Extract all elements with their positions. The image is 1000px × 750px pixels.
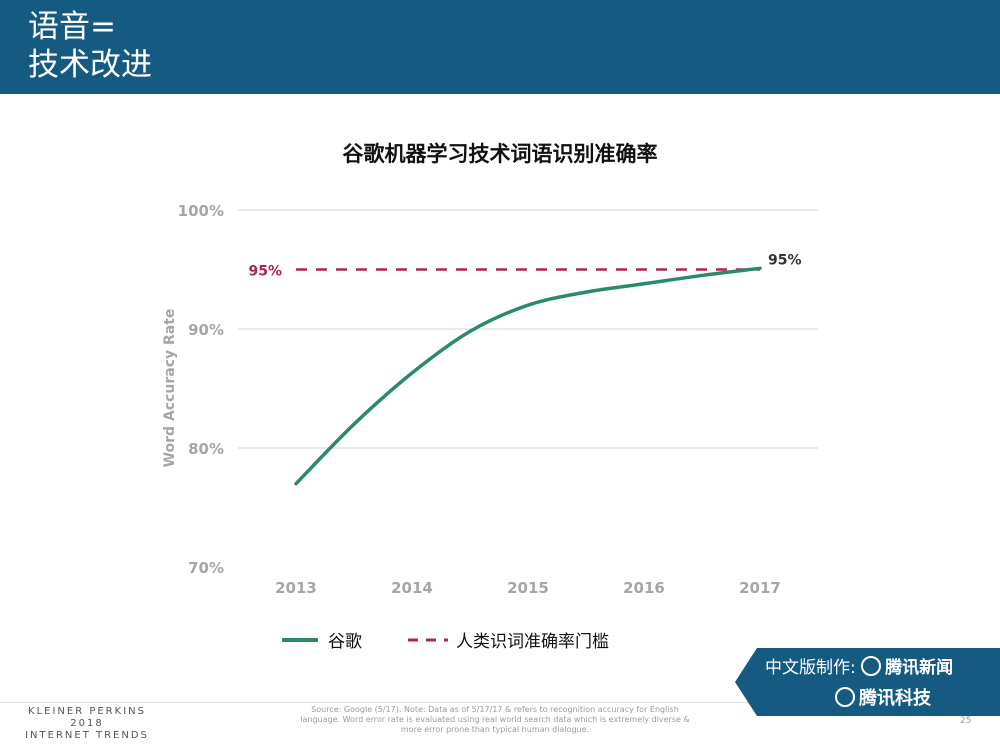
y-tick-label: 90% xyxy=(188,321,224,339)
footer-divider xyxy=(0,702,1000,703)
line-chart: 70% 80% 90% 100% 2013 2014 2015 2016 2017 Word Ac… xyxy=(162,202,818,597)
chart-title: 谷歌机器学习技术词语识别准确率 xyxy=(342,142,658,166)
tencent-tech-logo-icon xyxy=(835,687,855,707)
badge-line1: 中文版制作: 腾讯新闻 xyxy=(765,653,953,678)
series-google-line xyxy=(294,266,762,486)
logo-line3: INTERNET TRENDS xyxy=(25,730,149,741)
slide-title-line1: 语音= xyxy=(28,9,116,45)
legend-swatch-google xyxy=(282,638,318,642)
y-axis-label: Word Accuracy Rate xyxy=(162,309,178,468)
legend-label-human: 人类识词准确率门槛 xyxy=(456,632,609,652)
kleiner-perkins-logo: KLEINER PERKINS 2018 INTERNET TRENDS xyxy=(12,706,162,742)
x-tick-label: 2014 xyxy=(391,579,433,597)
x-tick-label: 2015 xyxy=(507,579,549,597)
data-label-google-end: 95% xyxy=(768,252,802,268)
x-tick-label: 2013 xyxy=(275,579,317,597)
logo-line2: 2018 xyxy=(70,718,104,729)
tencent-news-logo-icon xyxy=(861,656,882,676)
y-tick-label: 70% xyxy=(188,559,224,577)
badge-line2: 腾讯科技 xyxy=(835,684,931,710)
x-tick-label: 2017 xyxy=(739,579,781,597)
badge-brand-news: 腾讯新闻 xyxy=(885,658,954,678)
y-tick-label: 80% xyxy=(188,440,224,458)
logo-line1: KLEINER PERKINS xyxy=(28,706,146,717)
y-tick-label: 100% xyxy=(178,202,224,220)
chinese-edition-badge: 中文版制作: 腾讯新闻 腾讯科技 xyxy=(735,648,1000,716)
badge-brand-tech: 腾讯科技 xyxy=(859,688,931,709)
x-tick-label: 2016 xyxy=(623,579,665,597)
data-label-human-start: 95% xyxy=(248,264,282,280)
legend-swatch-human xyxy=(408,638,448,642)
badge-credit-label: 中文版制作: xyxy=(765,658,856,678)
slide-title: 语音= 技术改进 xyxy=(28,8,152,84)
legend-label-google: 谷歌 xyxy=(328,632,362,652)
slide-title-line2: 技术改进 xyxy=(28,47,152,83)
header-band: 语音= 技术改进 xyxy=(0,0,1000,94)
source-note: Source: Google (5/17). Note: Data as of … xyxy=(300,705,690,734)
page-number: 25 xyxy=(960,716,972,726)
